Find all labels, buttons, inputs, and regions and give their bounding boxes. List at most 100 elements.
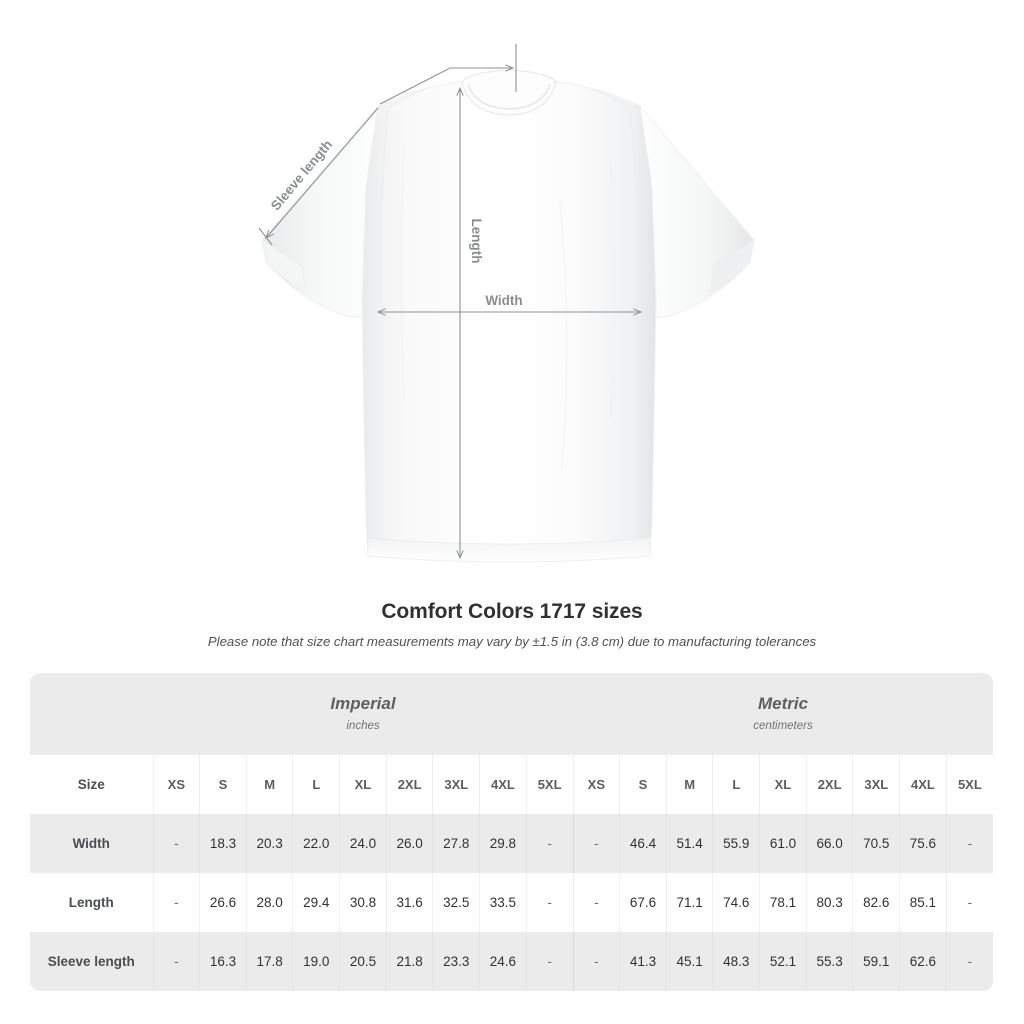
cell-sleeve-length-imperial-s: 16.3 bbox=[199, 932, 247, 991]
sleeve-length-endcap bbox=[258, 227, 273, 246]
cell-width-metric-3xl: 70.5 bbox=[852, 814, 900, 873]
cell-sleeve-length-imperial-xs: - bbox=[152, 932, 200, 991]
cell-length-imperial-5xl: - bbox=[525, 873, 573, 932]
cell-length-metric-l: 74.6 bbox=[712, 873, 760, 932]
cell-width-metric-xl: 61.0 bbox=[759, 814, 807, 873]
size-header-imperial-4xl: 4XL bbox=[479, 755, 527, 814]
cell-sleeve-length-imperial-5xl: - bbox=[525, 932, 573, 991]
cell-sleeve-length-imperial-4xl: 24.6 bbox=[479, 932, 527, 991]
cell-length-metric-xl: 78.1 bbox=[759, 873, 807, 932]
cell-width-metric-2xl: 66.0 bbox=[805, 814, 853, 873]
cell-length-metric-4xl: 85.1 bbox=[899, 873, 947, 932]
cell-sleeve-length-imperial-2xl: 21.8 bbox=[385, 932, 433, 991]
unit-band-spacer bbox=[30, 673, 153, 755]
cell-sleeve-length-imperial-l: 19.0 bbox=[292, 932, 340, 991]
size-header-metric-4xl: 4XL bbox=[899, 755, 947, 814]
cell-sleeve-length-imperial-m: 17.8 bbox=[245, 932, 293, 991]
empty-value: - bbox=[967, 836, 973, 851]
cell-length-imperial-3xl: 32.5 bbox=[432, 873, 480, 932]
cell-width-imperial-3xl: 27.8 bbox=[432, 814, 480, 873]
cell-length-imperial-xl: 30.8 bbox=[339, 873, 387, 932]
cell-length-metric-3xl: 82.6 bbox=[852, 873, 900, 932]
row-label-width: Width bbox=[30, 814, 153, 873]
empty-value: - bbox=[594, 836, 599, 851]
cell-length-metric-m: 71.1 bbox=[665, 873, 713, 932]
size-header-imperial-5xl: 5XL bbox=[525, 755, 573, 814]
page-title: Comfort Colors 1717 sizes bbox=[381, 600, 643, 623]
size-header-imperial-s: S bbox=[199, 755, 247, 814]
empty-value: - bbox=[547, 895, 552, 910]
cell-length-imperial-2xl: 31.6 bbox=[385, 873, 433, 932]
unit-system-name: Metric bbox=[757, 694, 809, 713]
cell-sleeve-length-metric-2xl: 55.3 bbox=[805, 932, 853, 991]
empty-value: - bbox=[547, 954, 552, 969]
size-header-imperial-xl: XL bbox=[339, 755, 387, 814]
size-header-imperial-l: L bbox=[292, 755, 340, 814]
cell-sleeve-length-metric-m: 45.1 bbox=[665, 932, 713, 991]
cell-sleeve-length-metric-s: 41.3 bbox=[619, 932, 667, 991]
size-chart-container: Imperial inches Metric centimeters Size XS S M L… bbox=[30, 673, 993, 991]
cell-sleeve-length-metric-3xl: 59.1 bbox=[852, 932, 900, 991]
cell-width-imperial-xs: - bbox=[152, 814, 200, 873]
cell-length-metric-xs: - bbox=[572, 873, 620, 932]
cell-sleeve-length-metric-xl: 52.1 bbox=[759, 932, 807, 991]
unit-band-row: Imperial inches Metric centimeters bbox=[30, 673, 993, 755]
tshirt-illustration: Sleeve length Length Width bbox=[258, 44, 755, 563]
size-chart-table: Imperial inches Metric centimeters Size XS S M L… bbox=[30, 673, 993, 991]
size-header-metric-3xl: 3XL bbox=[852, 755, 900, 814]
cell-sleeve-length-imperial-xl: 20.5 bbox=[339, 932, 387, 991]
size-header-metric-m: M bbox=[665, 755, 713, 814]
empty-value: - bbox=[547, 836, 552, 851]
table-row: Width - 18.3 20.3 22.0 24.0 26.0 27.8 29.8 - - 46.4… bbox=[30, 814, 993, 873]
empty-value: - bbox=[174, 895, 179, 910]
cell-width-metric-m: 51.4 bbox=[665, 814, 713, 873]
unit-measure-name: centimeters bbox=[753, 720, 813, 732]
cell-width-imperial-xl: 24.0 bbox=[339, 814, 387, 873]
size-header-metric-s: S bbox=[619, 755, 667, 814]
size-header-metric-xl: XL bbox=[759, 755, 807, 814]
cell-width-imperial-2xl: 26.0 bbox=[385, 814, 433, 873]
cell-width-metric-l: 55.9 bbox=[712, 814, 760, 873]
tshirt-svg: Sleeve length Length Width bbox=[258, 44, 755, 563]
cell-sleeve-length-metric-4xl: 62.6 bbox=[899, 932, 947, 991]
cell-length-metric-2xl: 80.3 bbox=[805, 873, 853, 932]
cell-sleeve-length-metric-5xl: - bbox=[945, 932, 993, 991]
unit-measure-name: inches bbox=[346, 720, 380, 732]
cell-length-imperial-l: 29.4 bbox=[292, 873, 340, 932]
cell-width-imperial-5xl: - bbox=[525, 814, 573, 873]
cell-length-imperial-xs: - bbox=[152, 873, 200, 932]
cell-length-metric-5xl: - bbox=[945, 873, 993, 932]
empty-value: - bbox=[174, 836, 179, 851]
shirt-graphic bbox=[261, 69, 755, 563]
row-label-length: Length bbox=[30, 873, 153, 932]
empty-value: - bbox=[594, 895, 599, 910]
sleeve-length-arrow bbox=[266, 107, 379, 238]
cell-width-metric-4xl: 75.6 bbox=[899, 814, 947, 873]
size-header-metric-2xl: 2XL bbox=[805, 755, 853, 814]
unit-header-metric: Metric centimeters bbox=[573, 673, 993, 755]
size-header-imperial-xs: XS bbox=[152, 755, 200, 814]
cell-width-metric-s: 46.4 bbox=[619, 814, 667, 873]
cell-width-imperial-m: 20.3 bbox=[245, 814, 293, 873]
length-label: Length bbox=[469, 219, 484, 264]
cell-length-imperial-m: 28.0 bbox=[245, 873, 293, 932]
cell-length-imperial-4xl: 33.5 bbox=[479, 873, 527, 932]
unit-header-imperial: Imperial inches bbox=[153, 673, 573, 755]
cell-sleeve-length-metric-xs: - bbox=[572, 932, 620, 991]
cell-width-imperial-l: 22.0 bbox=[292, 814, 340, 873]
cell-sleeve-length-metric-l: 48.3 bbox=[712, 932, 760, 991]
unit-system-name: Imperial bbox=[330, 694, 396, 713]
cell-length-imperial-s: 26.6 bbox=[199, 873, 247, 932]
size-header-row: Size XS S M L XL 2XL 3XL 4XL 5XL XS S M L XL 2XL 3XL 4XL 5… bbox=[30, 755, 993, 814]
cell-width-imperial-4xl: 29.8 bbox=[479, 814, 527, 873]
tolerance-note: Please note that size chart measurements… bbox=[207, 634, 817, 649]
size-header-imperial-3xl: 3XL bbox=[432, 755, 480, 814]
size-header-label: Size bbox=[30, 755, 153, 814]
size-header-metric-l: L bbox=[712, 755, 760, 814]
cell-length-metric-s: 67.6 bbox=[619, 873, 667, 932]
empty-value: - bbox=[594, 954, 599, 969]
cell-sleeve-length-imperial-3xl: 23.3 bbox=[432, 932, 480, 991]
table-row: Length - 26.6 28.0 29.4 30.8 31.6 32.5 33.5 - - 67.… bbox=[30, 873, 993, 932]
size-header-imperial-2xl: 2XL bbox=[385, 755, 433, 814]
size-header-metric-5xl: 5XL bbox=[945, 755, 993, 814]
